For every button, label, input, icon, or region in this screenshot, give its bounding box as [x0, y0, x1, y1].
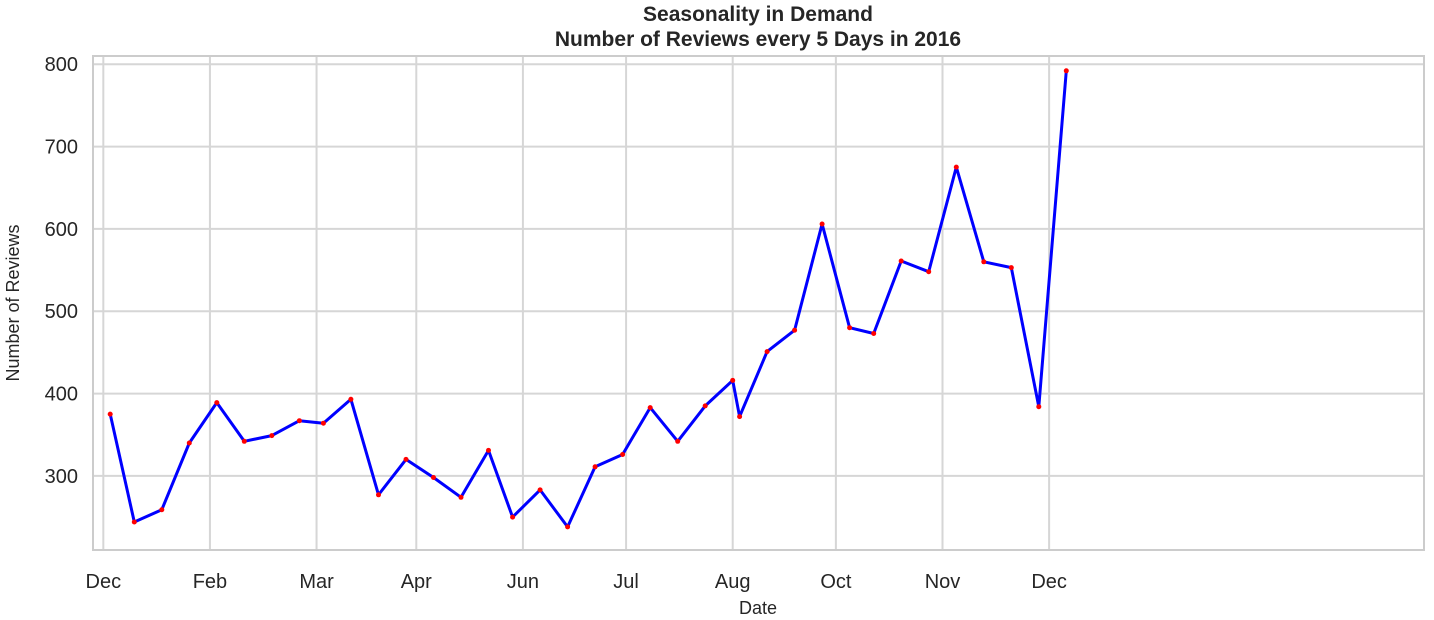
x-tick-label: Jul — [613, 571, 639, 593]
data-point — [702, 403, 708, 409]
series-group — [107, 68, 1069, 530]
grid — [93, 56, 1424, 550]
x-tick-label: Aug — [715, 571, 751, 593]
x-tick-label: Dec — [1031, 571, 1067, 593]
data-point — [107, 411, 113, 417]
data-point — [730, 377, 736, 383]
chart-title: Seasonality in Demand — [643, 3, 873, 26]
data-point — [320, 420, 326, 426]
data-point — [1036, 404, 1042, 410]
data-point — [819, 221, 825, 227]
data-point — [926, 269, 932, 275]
data-point — [403, 456, 409, 462]
data-point — [981, 259, 987, 265]
data-point — [296, 418, 302, 424]
x-tick-label: Oct — [820, 571, 852, 593]
data-point — [847, 325, 853, 331]
data-point — [792, 327, 798, 333]
y-tick-label: 800 — [45, 54, 78, 76]
data-point — [647, 405, 653, 411]
data-point — [953, 164, 959, 170]
data-point — [898, 258, 904, 264]
y-tick-label: 500 — [45, 301, 78, 323]
x-tick-label: Nov — [925, 571, 961, 593]
data-point — [764, 349, 770, 355]
chart-subtitle: Number of Reviews every 5 Days in 2016 — [555, 28, 961, 51]
data-point — [159, 507, 165, 513]
x-tick-label: Mar — [299, 571, 334, 593]
x-axis-label: Date — [739, 598, 777, 618]
data-point — [458, 494, 464, 500]
data-point — [486, 447, 491, 453]
y-tick-label: 400 — [45, 384, 78, 406]
x-tick-label: Jun — [507, 571, 539, 593]
data-point — [131, 519, 137, 525]
x-tick-label: Feb — [193, 571, 227, 593]
y-tick-label: 700 — [45, 137, 78, 159]
x-tick-label: Dec — [86, 571, 122, 593]
data-point — [1063, 68, 1069, 74]
data-point — [376, 492, 381, 498]
data-point — [620, 452, 626, 457]
data-point — [214, 400, 220, 406]
data-point — [1008, 265, 1014, 271]
y-tick-labels: 300 400 500 600 700 800 — [45, 54, 78, 488]
data-point — [510, 514, 516, 520]
x-tick-label: Apr — [401, 571, 432, 593]
data-point — [186, 440, 192, 446]
plot-frame — [92, 55, 1425, 551]
series-line — [108, 70, 1068, 529]
data-point — [592, 464, 598, 470]
y-axis-label: Number of Reviews — [3, 224, 23, 381]
data-point — [269, 433, 275, 439]
data-point — [431, 475, 436, 480]
data-point — [565, 524, 571, 530]
data-point — [675, 438, 681, 444]
data-point — [348, 396, 354, 402]
data-point — [871, 331, 877, 336]
x-tick-labels: Dec Feb Mar Apr Jun Jul Aug Oct Nov Dec — [86, 571, 1067, 593]
data-point — [737, 414, 743, 420]
y-tick-label: 300 — [45, 466, 78, 488]
y-tick-label: 600 — [45, 219, 78, 241]
data-point — [241, 438, 247, 444]
data-point — [537, 487, 543, 493]
